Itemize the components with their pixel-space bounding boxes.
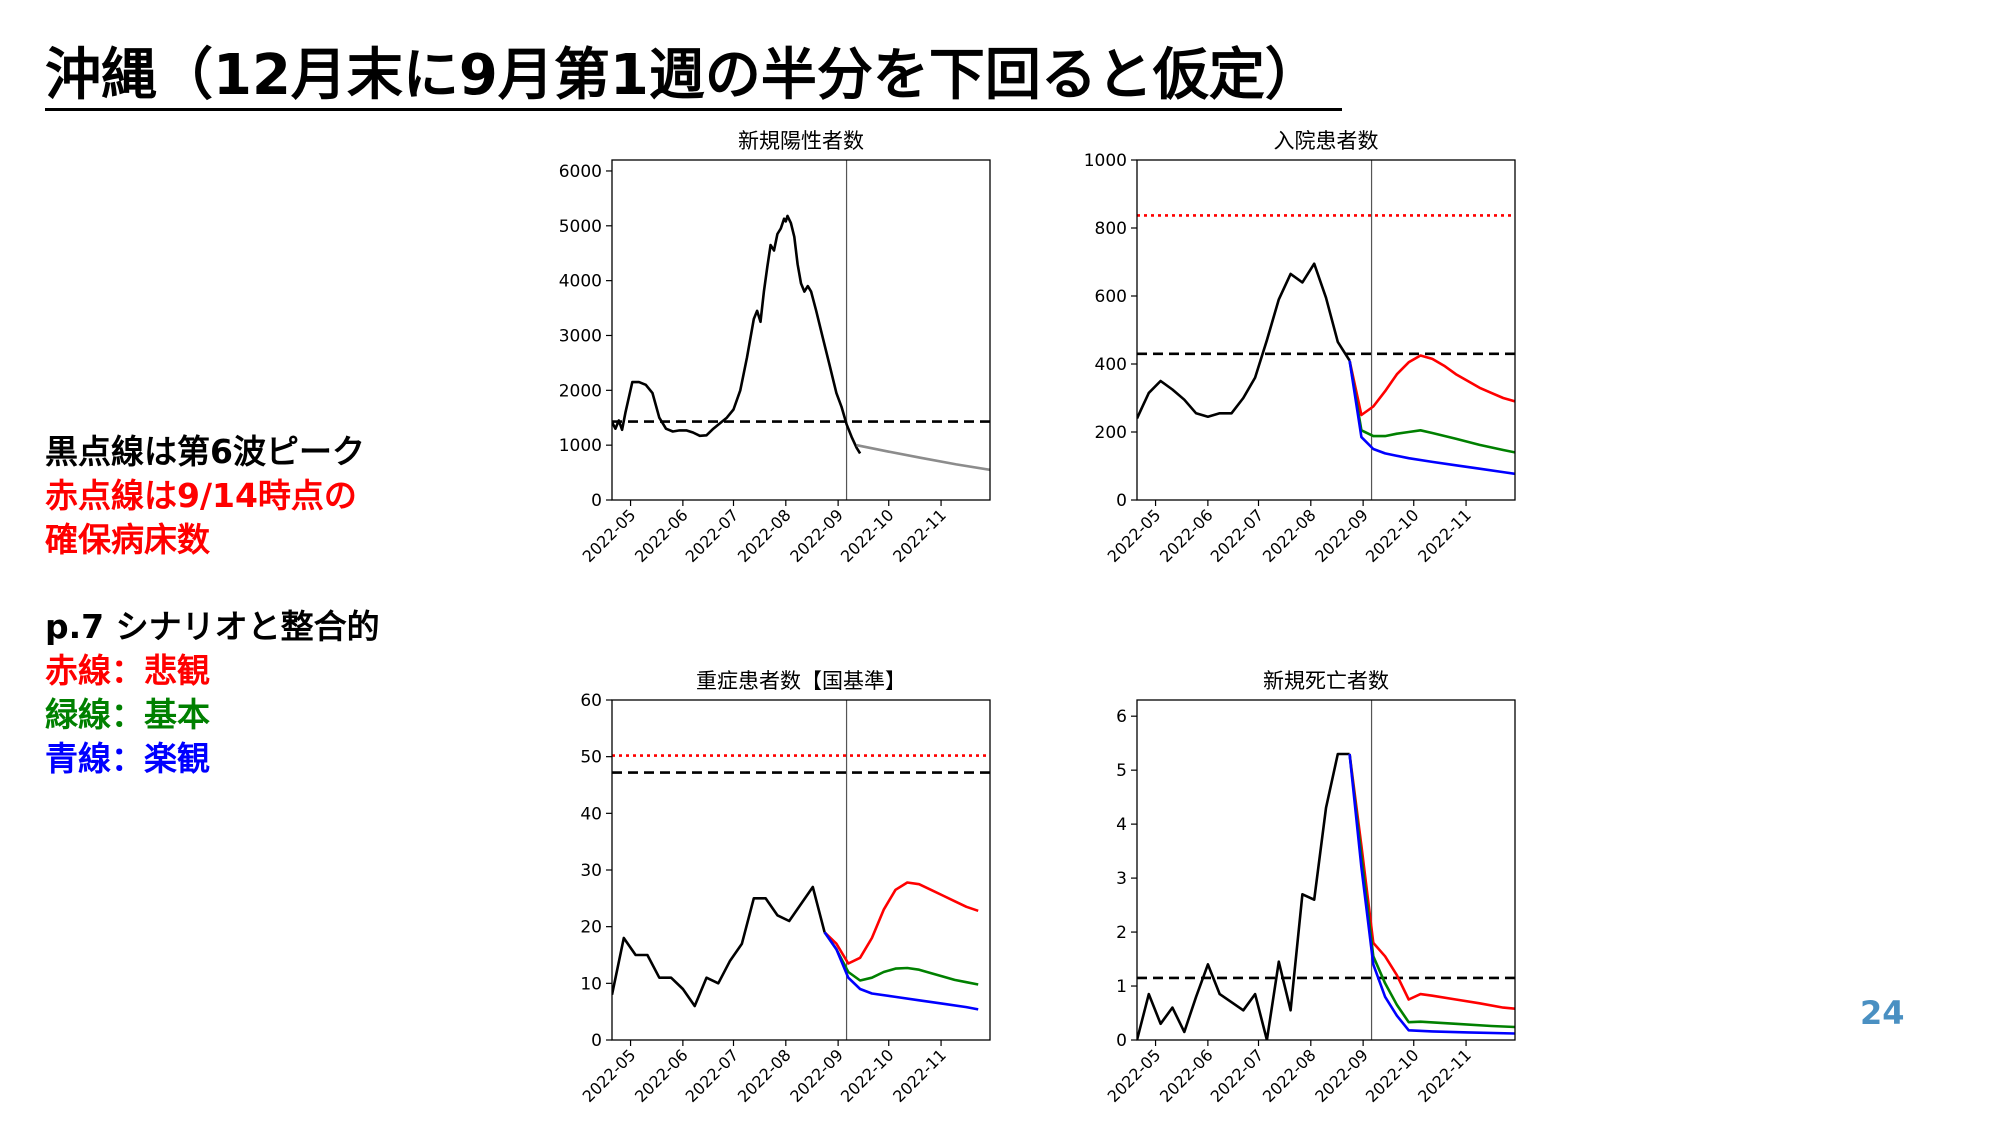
- series-base: [1348, 360, 1515, 454]
- y-tick-label: 0: [591, 491, 602, 511]
- chart-title: 新規陽性者数: [738, 129, 864, 153]
- y-tick-label: 4000: [559, 272, 602, 292]
- y-tick-label: 2000: [559, 381, 602, 401]
- x-tick-label: 2022-06: [1156, 1045, 1217, 1106]
- y-tick-label: 400: [1095, 355, 1127, 375]
- y-tick-label: 40: [580, 804, 602, 824]
- series-observed: [612, 885, 826, 1008]
- x-tick-label: 2022-06: [631, 1045, 692, 1106]
- x-tick-label: 2022-05: [579, 1045, 640, 1106]
- x-tick-label: 2022-11: [1414, 505, 1475, 566]
- title-underline: [45, 108, 1342, 111]
- x-tick-label: 2022-11: [889, 1045, 950, 1106]
- plot-frame: [1136, 159, 1516, 501]
- x-tick-label: 2022-07: [682, 1045, 743, 1106]
- y-tick-label: 0: [591, 1031, 602, 1051]
- series-optimistic: [1348, 360, 1515, 476]
- y-tick-label: 5: [1116, 761, 1127, 781]
- y-tick-label: 3: [1116, 869, 1127, 889]
- slide-title: 沖縄（12月末に9月第1週の半分を下回ると仮定）: [45, 43, 1321, 108]
- note-red-pessimistic: 赤線：悲観: [45, 651, 210, 690]
- chart-title: 入院患者数: [1274, 129, 1379, 153]
- y-tick-label: 4: [1116, 815, 1127, 835]
- x-tick-label: 2022-07: [1207, 505, 1268, 566]
- y-tick-label: 0: [1116, 1031, 1127, 1051]
- series-projection: [856, 443, 990, 472]
- x-tick-label: 2022-08: [734, 505, 795, 566]
- x-tick-label: 2022-10: [837, 1045, 898, 1106]
- y-tick-label: 2: [1116, 923, 1127, 943]
- x-tick-label: 2022-07: [1207, 1045, 1268, 1106]
- x-tick-label: 2022-05: [1104, 1045, 1165, 1106]
- x-tick-label: 2022-07: [682, 505, 743, 566]
- note-capacity-line-1: 赤点線は9/14時点の: [45, 476, 357, 515]
- plot-frame: [1136, 699, 1516, 1041]
- x-tick-label: 2022-10: [837, 505, 898, 566]
- note-green-base: 緑線：基本: [45, 695, 210, 734]
- y-tick-label: 30: [580, 861, 602, 881]
- y-tick-label: 6: [1116, 707, 1127, 727]
- y-tick-label: 200: [1095, 423, 1127, 443]
- series-pessimistic: [823, 881, 979, 965]
- x-tick-label: 2022-08: [734, 1045, 795, 1106]
- x-tick-label: 2022-08: [1259, 505, 1320, 566]
- x-tick-label: 2022-05: [1104, 505, 1165, 566]
- y-tick-label: 50: [580, 748, 602, 768]
- x-tick-label: 2022-09: [1311, 505, 1372, 566]
- series-base: [1348, 753, 1515, 1029]
- plot-frame: [611, 699, 991, 1041]
- series-observed: [1137, 752, 1350, 1040]
- note-peak-line: 黒点線は第6波ピーク: [45, 432, 365, 471]
- page-number: 24: [1860, 994, 1905, 1032]
- x-tick-label: 2022-09: [1311, 1045, 1372, 1106]
- y-tick-label: 0: [1116, 491, 1127, 511]
- series-optimistic: [1348, 753, 1515, 1035]
- note-blue-optimistic: 青線：楽観: [45, 739, 210, 778]
- chart-inpatients: 入院患者数020040060080010002022-052022-062022…: [1084, 129, 1516, 566]
- x-tick-label: 2022-09: [786, 505, 847, 566]
- x-tick-label: 2022-06: [631, 505, 692, 566]
- x-tick-label: 2022-09: [786, 1045, 847, 1106]
- chart-new-deaths: 新規死亡者数01234562022-052022-062022-072022-0…: [1104, 669, 1516, 1106]
- x-tick-label: 2022-05: [579, 505, 640, 566]
- chart-new-positives: 新規陽性者数01000200030004000500060002022-0520…: [559, 129, 991, 566]
- x-tick-label: 2022-10: [1362, 505, 1423, 566]
- x-tick-label: 2022-11: [889, 505, 950, 566]
- y-tick-label: 1000: [1084, 151, 1127, 171]
- y-tick-label: 800: [1095, 219, 1127, 239]
- y-tick-label: 20: [580, 918, 602, 938]
- x-tick-label: 2022-11: [1414, 1045, 1475, 1106]
- y-tick-label: 1000: [559, 436, 602, 456]
- chart-title: 新規死亡者数: [1263, 669, 1389, 693]
- note-scenario-consistency: p.7 シナリオと整合的: [45, 607, 380, 646]
- note-capacity-line-2: 確保病床数: [45, 520, 210, 559]
- plot-frame: [611, 159, 991, 501]
- x-tick-label: 2022-08: [1259, 1045, 1320, 1106]
- y-tick-label: 3000: [559, 326, 602, 346]
- series-pessimistic: [1348, 354, 1515, 417]
- series-base: [823, 931, 979, 986]
- y-tick-label: 6000: [559, 162, 602, 182]
- series-optimistic: [823, 931, 979, 1011]
- y-tick-label: 60: [580, 691, 602, 711]
- series-observed: [612, 214, 862, 455]
- chart-severe-patients: 重症患者数【国基準】01020304050602022-052022-06202…: [579, 669, 991, 1106]
- chart-title: 重症患者数【国基準】: [696, 669, 906, 693]
- series-pessimistic: [1348, 753, 1515, 1010]
- y-tick-label: 600: [1095, 287, 1127, 307]
- x-tick-label: 2022-06: [1156, 505, 1217, 566]
- y-tick-label: 1: [1116, 977, 1127, 997]
- x-tick-label: 2022-10: [1362, 1045, 1423, 1106]
- y-tick-label: 5000: [559, 217, 602, 237]
- y-tick-label: 10: [580, 974, 602, 994]
- series-observed: [1137, 262, 1351, 419]
